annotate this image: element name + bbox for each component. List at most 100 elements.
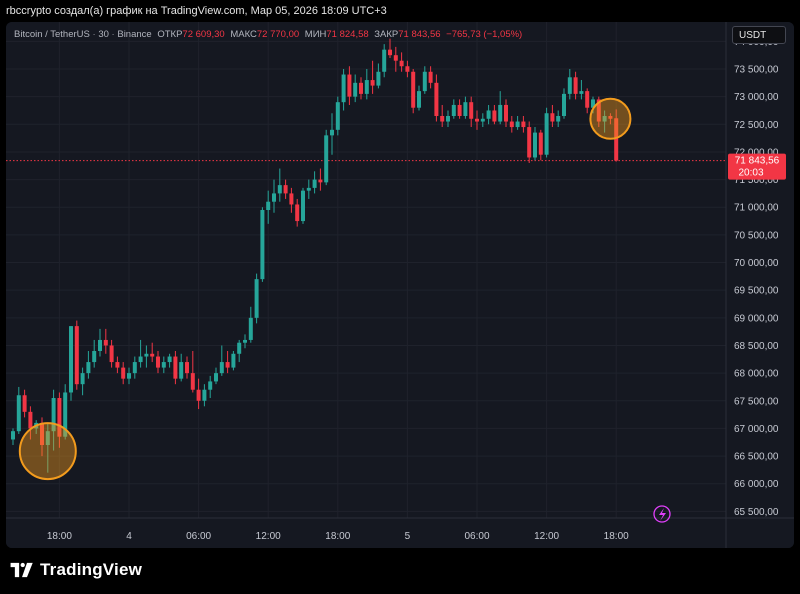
legend-exchange: Binance — [117, 29, 152, 40]
highlight-circle — [589, 97, 632, 140]
candle-down — [150, 353, 155, 357]
candle-down — [521, 121, 526, 128]
candle-up — [202, 389, 207, 401]
candle-up — [266, 201, 271, 211]
candle-up — [277, 185, 282, 194]
candle-up — [231, 353, 236, 368]
top-caption-bar: rbccrypto создал(а) график на TradingVie… — [0, 0, 800, 22]
candle-up — [480, 118, 485, 122]
candle-up — [463, 102, 468, 117]
ohlc-legend: Bitcoin / TetherUS · 30 · Binance ОТКР72… — [14, 29, 523, 40]
candle-down — [359, 82, 363, 94]
candle-down — [103, 339, 108, 346]
candle-up — [579, 91, 584, 94]
legend-low-value: 71 824,58 — [326, 29, 369, 40]
legend-high-label: МАКС — [230, 29, 257, 40]
y-tick-label: 73 500,00 — [734, 65, 779, 76]
currency-button[interactable]: USDT — [732, 26, 786, 44]
candle-up — [127, 373, 131, 379]
candle-up — [219, 362, 224, 374]
x-tick-label: 18:00 — [325, 531, 350, 542]
plot-background — [6, 22, 794, 548]
x-tick-label: 12:00 — [256, 531, 281, 542]
y-tick-label: 72 000,00 — [734, 147, 779, 158]
last-price-value: 71 843,56 — [735, 156, 780, 167]
legend-interval[interactable]: 30 — [98, 29, 109, 40]
candle-up — [567, 77, 572, 94]
candle-up — [417, 91, 421, 108]
y-tick-label: 65 500,00 — [734, 507, 779, 518]
candle-up — [86, 362, 91, 374]
candle-down — [28, 411, 33, 429]
candle-up — [324, 135, 329, 183]
highlight-circle — [18, 422, 77, 481]
candle-down — [295, 204, 300, 222]
candle-down — [596, 99, 601, 122]
candle-up — [272, 193, 276, 202]
candle-up — [11, 431, 15, 440]
candle-up — [138, 356, 143, 363]
candle-up — [556, 116, 561, 122]
legend-symbol[interactable]: Bitcoin / TetherUS — [14, 29, 90, 40]
brand-name: TradingView — [40, 560, 143, 579]
candle-down — [492, 110, 497, 122]
y-tick-label: 73 000,00 — [734, 92, 779, 103]
candle-up — [364, 80, 369, 94]
candle-down — [440, 116, 445, 122]
candle-down — [550, 113, 555, 122]
candle-down — [370, 80, 375, 86]
x-tick-label: 06:00 — [186, 531, 211, 542]
candle-up — [51, 398, 56, 432]
candle-down — [318, 179, 323, 183]
candle-up — [16, 395, 21, 432]
candle-up — [132, 362, 137, 374]
y-tick-label: 67 500,00 — [734, 396, 779, 407]
candle-down — [457, 104, 462, 117]
candle-up — [498, 104, 503, 122]
candle-up — [208, 381, 213, 390]
y-tick-label: 66 500,00 — [734, 452, 779, 463]
candle-up — [533, 132, 537, 158]
candle-down — [393, 55, 398, 61]
candle-up — [602, 116, 607, 122]
candle-up — [92, 351, 97, 363]
candle-down — [399, 60, 404, 67]
candle-down — [527, 127, 532, 158]
x-tick-label: 18:00 — [604, 531, 629, 542]
legend-low-label: МИН — [304, 29, 327, 40]
candle-down — [428, 71, 433, 83]
candle-up — [515, 121, 520, 128]
y-tick-label: 70 000,00 — [734, 258, 779, 269]
candle-up — [330, 129, 334, 136]
candle-down — [509, 121, 514, 128]
candle-down — [347, 74, 352, 97]
candle-up — [248, 317, 253, 340]
candle-up — [591, 99, 595, 108]
x-tick-label: 12:00 — [534, 531, 559, 542]
candle-down — [40, 422, 44, 446]
lightning-icon[interactable] — [653, 505, 671, 523]
candle-up — [144, 353, 149, 357]
tradingview-brand[interactable]: TradingView — [8, 560, 142, 580]
footer-bar: TradingView — [0, 552, 800, 594]
candle-up — [167, 356, 172, 363]
candle-down — [185, 362, 189, 374]
legend-open-value: 72 609,30 — [182, 29, 225, 40]
candle-up — [451, 104, 456, 117]
candle-up — [376, 71, 381, 86]
candle-down — [475, 118, 479, 122]
x-tick-label: 06:00 — [464, 531, 489, 542]
candle-down — [74, 326, 79, 385]
candle-up — [341, 74, 346, 103]
candle-down — [469, 102, 474, 119]
x-tick-label: 5 — [405, 531, 411, 542]
candle-down — [614, 118, 619, 161]
candle-up — [422, 71, 427, 92]
legend-close-value: 71 843,56 — [398, 29, 441, 40]
chart-caption: rbccrypto создал(а) график на TradingVie… — [6, 5, 387, 17]
x-tick-label: 4 — [126, 531, 132, 542]
candle-up — [260, 210, 265, 280]
candle-down — [196, 389, 201, 401]
